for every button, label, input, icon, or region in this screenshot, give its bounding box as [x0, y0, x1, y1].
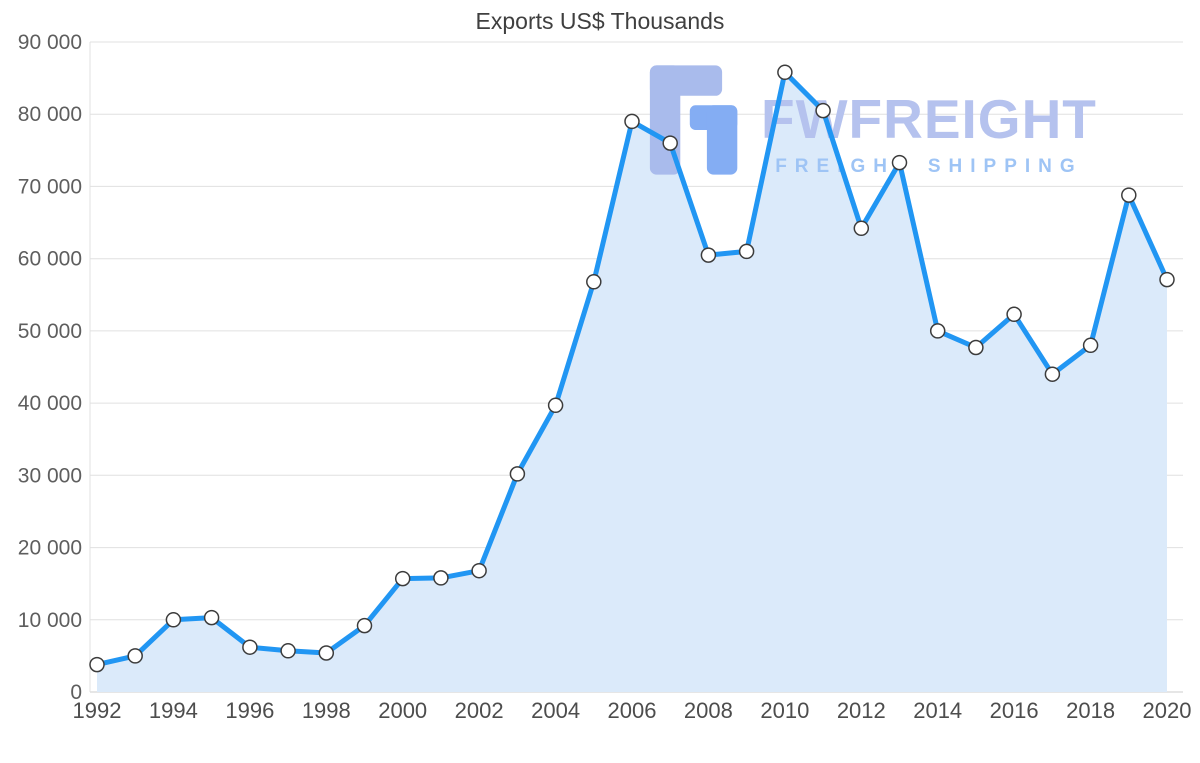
data-point — [777, 64, 793, 81]
x-axis-label: 2000 — [378, 698, 427, 723]
x-axis-label: 2008 — [684, 698, 733, 723]
y-axis-label: 40 000 — [18, 392, 82, 415]
chart-title: Exports US$ Thousands — [475, 8, 725, 34]
data-point — [1006, 306, 1022, 323]
data-point — [433, 570, 449, 586]
series-line — [94, 69, 1170, 668]
y-axis-label: 50 000 — [18, 320, 82, 343]
x-axis-label: 2004 — [531, 698, 580, 723]
data-point — [1082, 337, 1099, 354]
area-fill — [97, 72, 1167, 693]
data-point — [929, 323, 946, 339]
data-point — [624, 113, 640, 130]
watermark-brand-text: FWFREIGHT — [761, 88, 1097, 150]
fwfreight-logo-icon — [649, 65, 738, 175]
data-point — [891, 154, 908, 171]
x-axis-label: 1992 — [73, 698, 122, 723]
data-point — [165, 612, 182, 628]
data-point — [203, 609, 220, 626]
data-point — [968, 339, 984, 356]
data-point — [127, 648, 143, 664]
x-axis-label: 1998 — [302, 698, 351, 723]
data-point — [547, 397, 564, 414]
data-point — [700, 247, 717, 263]
x-axis-label: 2002 — [455, 698, 504, 723]
y-axis-label: 70 000 — [18, 175, 82, 198]
data-point — [1044, 366, 1061, 382]
x-axis-label: 2012 — [837, 698, 886, 723]
data-point — [1159, 271, 1175, 288]
data-point — [509, 466, 526, 482]
data-point — [662, 135, 678, 151]
data-point — [815, 102, 831, 119]
data-point — [318, 645, 335, 661]
y-axis-label: 80 000 — [18, 103, 82, 126]
x-axis-label: 2018 — [1066, 698, 1115, 723]
data-point — [471, 562, 487, 579]
y-axis-label: 20 000 — [18, 537, 82, 560]
data-point — [280, 643, 296, 659]
data-point — [586, 274, 602, 290]
data-point — [853, 220, 870, 237]
y-axis-label: 60 000 — [18, 248, 82, 271]
data-point — [1121, 187, 1137, 203]
x-axis-label: 1994 — [149, 698, 198, 723]
y-axis-label: 0 — [70, 681, 82, 704]
x-axis-label: 1996 — [225, 698, 274, 723]
data-point — [394, 570, 411, 587]
data-point — [738, 243, 755, 260]
data-point — [242, 639, 258, 655]
data-point — [89, 656, 105, 673]
x-axis-label: 2016 — [990, 698, 1039, 723]
watermark-tagline-text: FREIGHT SHIPPING — [775, 156, 1083, 177]
y-axis-label: 10 000 — [18, 609, 82, 632]
x-axis-label: 2020 — [1143, 698, 1192, 723]
data-point — [356, 617, 373, 634]
x-axis-label: 2014 — [913, 698, 962, 723]
x-axis-label: 2010 — [760, 698, 809, 723]
watermark: FWFREIGHT FREIGHT SHIPPING — [648, 64, 1097, 178]
x-axis-label: 2006 — [608, 698, 657, 723]
y-axis-label: 30 000 — [18, 464, 82, 487]
